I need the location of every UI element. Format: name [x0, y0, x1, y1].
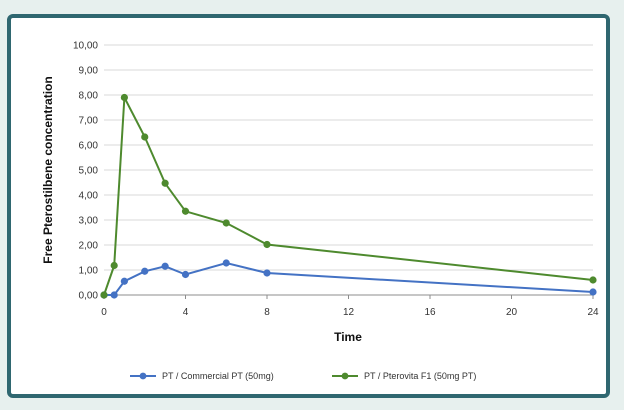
legend: PT / Commercial PT (50mg) PT / Pterovita …: [130, 371, 476, 381]
data-point-series-0: [181, 270, 190, 279]
x-tick-label: 12: [343, 307, 355, 318]
legend-swatch-marker: [341, 372, 349, 380]
x-tick-label: 4: [183, 307, 189, 318]
data-point-series-1: [100, 291, 108, 299]
y-tick-label: 3,00: [79, 216, 99, 227]
legend-swatch-marker: [139, 372, 147, 380]
y-tick-label: 1,00: [79, 266, 99, 277]
x-axis-title: Time: [334, 330, 362, 344]
y-tick-label: 7,00: [79, 116, 99, 127]
y-axis-title: Free Pterostilbene concentration: [41, 76, 55, 263]
y-tick-label: 9,00: [79, 66, 99, 77]
x-tick-label: 0: [101, 307, 107, 318]
data-point-series-0: [222, 259, 230, 267]
data-point-series-1: [141, 133, 149, 141]
series-line-1: [103, 93, 594, 296]
data-point-series-0: [110, 291, 118, 299]
data-point-series-0: [161, 262, 169, 270]
x-tick-label: 20: [506, 307, 518, 318]
data-point-series-0: [120, 277, 128, 285]
data-point-series-1: [110, 261, 118, 270]
legend-label: PT / Commercial PT (50mg): [162, 371, 274, 381]
y-tick-label: 10,00: [73, 41, 98, 52]
data-point-series-1: [263, 240, 271, 249]
series-line-0: [104, 261, 594, 296]
gridlines: [103, 44, 594, 299]
data-point-series-1: [161, 179, 169, 187]
series-lines: [100, 93, 597, 299]
y-tick-label: 8,00: [79, 91, 99, 102]
y-tick-label: 4,00: [79, 191, 99, 202]
data-point-series-1: [181, 207, 190, 215]
x-tick-labels: 0 4 8 12 16 20 24: [101, 307, 599, 318]
legend-label: PT / Pterovita F1 (50mg PT): [364, 371, 476, 381]
chart-frame: [7, 14, 610, 398]
y-tick-label: 0,00: [79, 291, 99, 302]
data-point-series-1: [222, 219, 230, 227]
data-point-series-1: [120, 93, 128, 102]
data-point-series-1: [589, 276, 597, 284]
data-point-series-0: [263, 269, 271, 277]
x-tick-label: 24: [587, 307, 599, 318]
data-point-series-0: [141, 267, 149, 275]
y-tick-label: 5,00: [79, 166, 99, 177]
y-tick-labels: 0,00 1,00 2,00 3,00 4,00 5,00 6,00 7,00 8,00 9,00…: [73, 41, 98, 302]
y-tick-label: 2,00: [79, 241, 99, 252]
x-tick-label: 16: [424, 307, 436, 318]
y-tick-label: 6,00: [79, 141, 99, 152]
data-point-series-0: [589, 288, 597, 296]
x-tick-label: 8: [264, 307, 270, 318]
